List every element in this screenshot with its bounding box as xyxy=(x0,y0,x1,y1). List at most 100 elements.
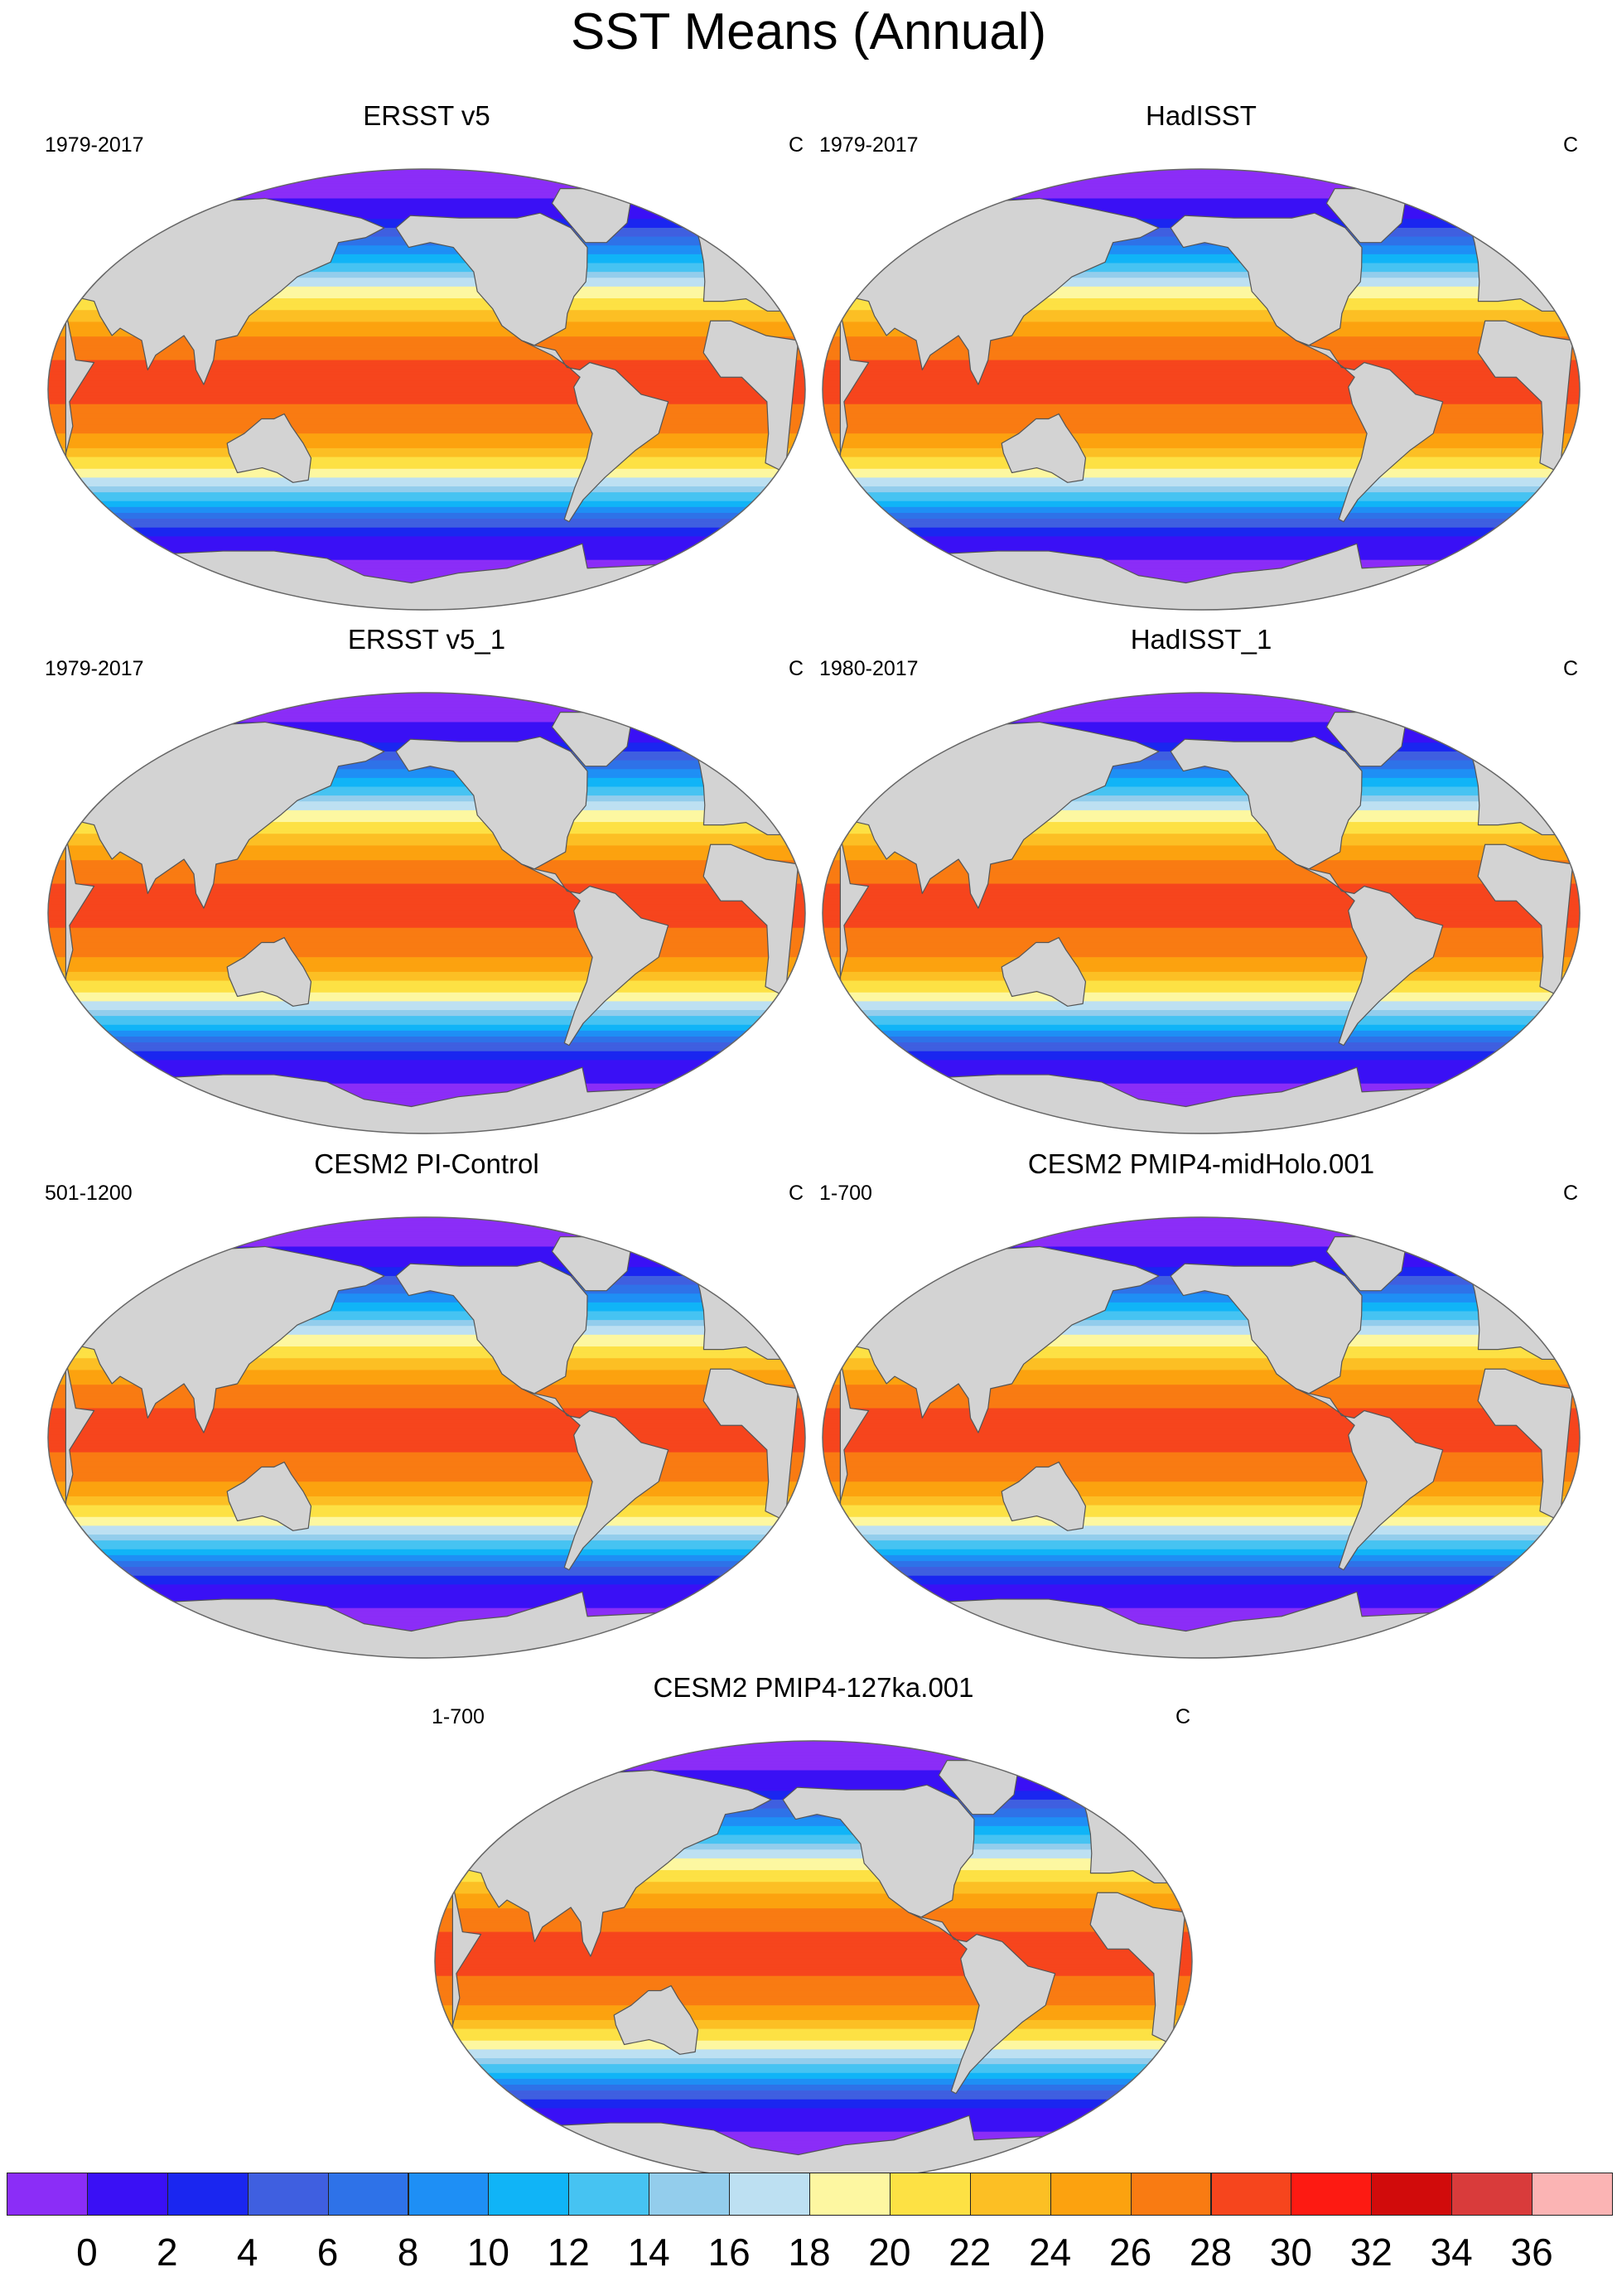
landmass xyxy=(72,721,385,909)
sst-band xyxy=(48,880,805,885)
sst-band xyxy=(823,1493,1580,1497)
sst-band xyxy=(48,553,805,558)
sst-band xyxy=(48,342,805,346)
sst-band xyxy=(48,363,805,367)
sst-band xyxy=(48,172,805,176)
sst-band xyxy=(48,380,805,384)
sst-band xyxy=(48,350,805,355)
sst-band xyxy=(48,839,805,843)
sst-band xyxy=(48,1493,805,1497)
sst-band xyxy=(48,942,805,946)
sst-band xyxy=(435,2072,1192,2076)
sst-band xyxy=(823,1467,1580,1471)
sst-band xyxy=(48,439,805,443)
panel-ersst-v5-1: ERSST v5_1 1979-2017 C xyxy=(41,623,812,1137)
sst-band xyxy=(823,1349,1580,1353)
sst-band xyxy=(48,698,805,703)
sst-band xyxy=(823,716,1580,720)
sst-band xyxy=(823,1431,1580,1436)
sst-band xyxy=(435,2108,1192,2112)
sst-band xyxy=(48,474,805,478)
sst-band xyxy=(48,1613,805,1617)
sst-band xyxy=(823,1417,1580,1421)
sst-band xyxy=(823,1042,1580,1046)
sst-band xyxy=(48,1431,805,1436)
sst-band xyxy=(823,1083,1580,1087)
sst-band xyxy=(48,213,805,217)
sst-band xyxy=(823,278,1580,282)
sst-band xyxy=(48,169,805,173)
sst-band xyxy=(48,1440,805,1444)
sst-band xyxy=(435,1952,1192,1956)
sst-band xyxy=(823,204,1580,208)
panel-period: 1979-2017 xyxy=(45,133,144,157)
sst-band xyxy=(823,1231,1580,1235)
sst-band xyxy=(823,1051,1580,1055)
sst-band xyxy=(823,1293,1580,1298)
landmass xyxy=(702,1368,799,1522)
sst-band xyxy=(48,848,805,853)
sst-band xyxy=(823,963,1580,967)
sst-band xyxy=(48,889,805,893)
sst-band xyxy=(48,1411,805,1415)
sst-band xyxy=(48,1229,805,1233)
sst-band xyxy=(823,447,1580,452)
sst-band xyxy=(435,1922,1192,1927)
sst-band xyxy=(48,783,805,788)
sst-band xyxy=(48,186,805,191)
sst-band xyxy=(823,272,1580,276)
sst-band xyxy=(823,1022,1580,1026)
sst-band xyxy=(48,1240,805,1245)
landmass xyxy=(1477,843,1574,998)
sst-band xyxy=(435,1764,1192,1768)
sst-band xyxy=(435,1840,1192,1844)
sst-band xyxy=(435,2046,1192,2050)
landmass xyxy=(1296,863,1444,1046)
sst-band xyxy=(823,363,1580,367)
sst-band xyxy=(823,189,1580,193)
sst-band xyxy=(823,1434,1580,1438)
sst-band xyxy=(823,971,1580,976)
sst-band xyxy=(823,1387,1580,1391)
sst-band xyxy=(48,254,805,258)
landmass xyxy=(1170,736,1363,870)
sst-band xyxy=(435,1767,1192,1772)
sst-band xyxy=(823,906,1580,911)
sst-band xyxy=(48,693,805,697)
sst-band xyxy=(823,1243,1580,1248)
sst-band xyxy=(48,1372,805,1377)
sst-band xyxy=(48,874,805,879)
sst-band xyxy=(48,718,805,723)
sst-band xyxy=(823,1549,1580,1553)
colorbar-tick-label: 12 xyxy=(547,2231,590,2274)
sst-band xyxy=(823,1543,1580,1547)
sst-band xyxy=(823,707,1580,711)
sst-band xyxy=(823,1399,1580,1404)
sst-band xyxy=(48,704,805,708)
sst-band xyxy=(435,1823,1192,1827)
sst-band xyxy=(823,1311,1580,1315)
colorbar-tick-label: 32 xyxy=(1349,2231,1393,2274)
landmass xyxy=(1001,1461,1087,1531)
sst-band xyxy=(823,866,1580,870)
sst-band xyxy=(48,1560,805,1565)
sst-band xyxy=(435,1876,1192,1880)
colorbar-box xyxy=(327,2173,409,2216)
sst-band xyxy=(823,1390,1580,1395)
sst-band xyxy=(48,836,805,840)
sst-band xyxy=(48,242,805,246)
sst-band xyxy=(48,1587,805,1592)
sst-band xyxy=(48,468,805,472)
sst-map xyxy=(822,1216,1581,1659)
sst-band xyxy=(48,1528,805,1533)
sst-band xyxy=(823,1496,1580,1501)
sst-band xyxy=(48,1558,805,1562)
sst-band xyxy=(48,722,805,726)
sst-band xyxy=(823,798,1580,802)
sst-band xyxy=(823,268,1580,273)
sst-band xyxy=(823,574,1580,578)
sst-band xyxy=(435,2099,1192,2103)
sst-band xyxy=(48,1003,805,1008)
sst-band xyxy=(823,1033,1580,1037)
sst-band xyxy=(48,512,805,517)
